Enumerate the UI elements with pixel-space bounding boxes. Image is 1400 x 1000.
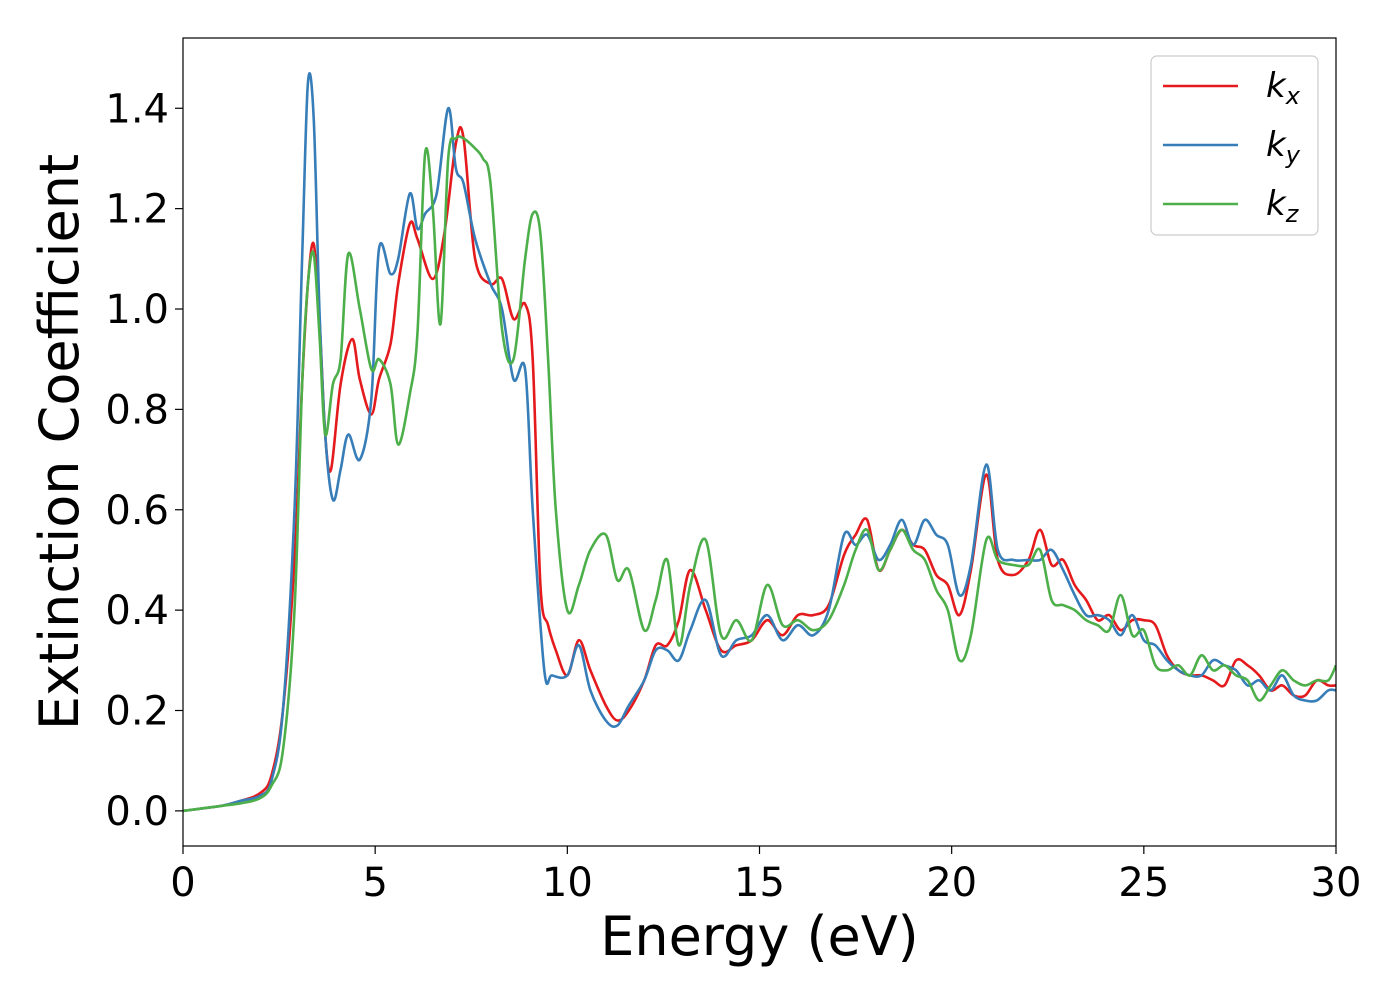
- y-tick-label: 1.0: [105, 287, 169, 333]
- y-tick-label: 0.4: [105, 588, 169, 634]
- y-tick-label: 0.8: [105, 387, 169, 433]
- y-axis-ticks: 0.0 0.2 0.4 0.6 0.8 1.0 1.2 1.4: [105, 86, 183, 835]
- x-tick-label: 5: [362, 860, 387, 906]
- x-tick-label: 15: [734, 860, 785, 906]
- legend: kx ky kz: [1150, 55, 1319, 236]
- plot-lines: [183, 72, 1336, 813]
- x-tick-label: 30: [1311, 860, 1362, 906]
- y-axis-title: Extinction Coefficient: [28, 154, 91, 730]
- y-tick-label: 0.6: [105, 488, 169, 534]
- series-line-z: [183, 135, 1336, 813]
- x-tick-label: 20: [926, 860, 977, 906]
- y-tick-label: 0.2: [105, 688, 169, 734]
- y-tick-label: 1.2: [105, 187, 169, 233]
- x-tick-label: 10: [542, 860, 593, 906]
- series-line-x: [183, 126, 1336, 813]
- legend-label-x: kx: [1266, 66, 1301, 110]
- y-tick-label: 0.0: [105, 789, 169, 835]
- x-tick-label: 25: [1118, 860, 1169, 906]
- legend-label-z: kz: [1266, 184, 1300, 228]
- y-tick-label: 1.4: [105, 86, 169, 132]
- series-line-y: [183, 72, 1336, 813]
- x-axis-ticks: 0 5 10 15 20 25 30: [170, 846, 1361, 906]
- x-axis-title: Energy (eV): [600, 905, 919, 968]
- legend-label-y: ky: [1266, 125, 1301, 169]
- x-tick-label: 0: [170, 860, 195, 906]
